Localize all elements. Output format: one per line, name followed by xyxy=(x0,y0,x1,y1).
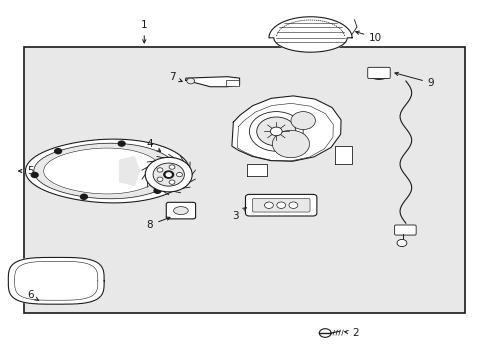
Polygon shape xyxy=(25,139,189,203)
FancyBboxPatch shape xyxy=(394,225,415,235)
Circle shape xyxy=(145,157,192,192)
Circle shape xyxy=(270,127,282,136)
FancyBboxPatch shape xyxy=(245,194,316,216)
Circle shape xyxy=(153,163,184,186)
Circle shape xyxy=(55,149,61,154)
Circle shape xyxy=(154,188,161,193)
Text: 5: 5 xyxy=(19,166,34,176)
Circle shape xyxy=(256,117,295,146)
Circle shape xyxy=(276,202,285,208)
Ellipse shape xyxy=(173,207,188,215)
FancyBboxPatch shape xyxy=(367,67,389,78)
Polygon shape xyxy=(8,257,104,304)
Circle shape xyxy=(118,141,125,146)
Text: 3: 3 xyxy=(232,208,246,221)
Circle shape xyxy=(249,112,303,151)
Bar xyxy=(226,80,238,86)
Text: 7: 7 xyxy=(168,72,182,82)
Polygon shape xyxy=(334,146,351,164)
FancyBboxPatch shape xyxy=(166,202,195,219)
Circle shape xyxy=(396,239,406,247)
Text: 1: 1 xyxy=(141,20,147,43)
Text: 4: 4 xyxy=(146,139,161,152)
Bar xyxy=(24,47,464,313)
Circle shape xyxy=(176,172,182,177)
Circle shape xyxy=(169,180,175,184)
Circle shape xyxy=(157,168,163,172)
Circle shape xyxy=(272,130,309,158)
Circle shape xyxy=(186,78,194,84)
Text: 10: 10 xyxy=(355,31,382,43)
Text: 9: 9 xyxy=(394,72,434,88)
Circle shape xyxy=(290,112,315,130)
Circle shape xyxy=(166,173,171,176)
Circle shape xyxy=(157,177,163,181)
Polygon shape xyxy=(185,77,239,87)
Circle shape xyxy=(264,202,273,208)
Polygon shape xyxy=(231,96,340,161)
Polygon shape xyxy=(43,148,162,194)
Polygon shape xyxy=(268,17,351,52)
Circle shape xyxy=(163,171,173,178)
Circle shape xyxy=(81,194,87,199)
Polygon shape xyxy=(34,143,177,199)
Polygon shape xyxy=(246,164,266,176)
Text: 8: 8 xyxy=(146,217,170,230)
FancyBboxPatch shape xyxy=(252,198,309,212)
Circle shape xyxy=(173,168,180,174)
Polygon shape xyxy=(120,157,139,185)
Circle shape xyxy=(169,165,175,169)
Circle shape xyxy=(319,329,330,337)
Text: 2: 2 xyxy=(344,328,358,338)
Text: 6: 6 xyxy=(27,290,39,301)
Circle shape xyxy=(31,172,38,177)
Circle shape xyxy=(288,202,297,208)
